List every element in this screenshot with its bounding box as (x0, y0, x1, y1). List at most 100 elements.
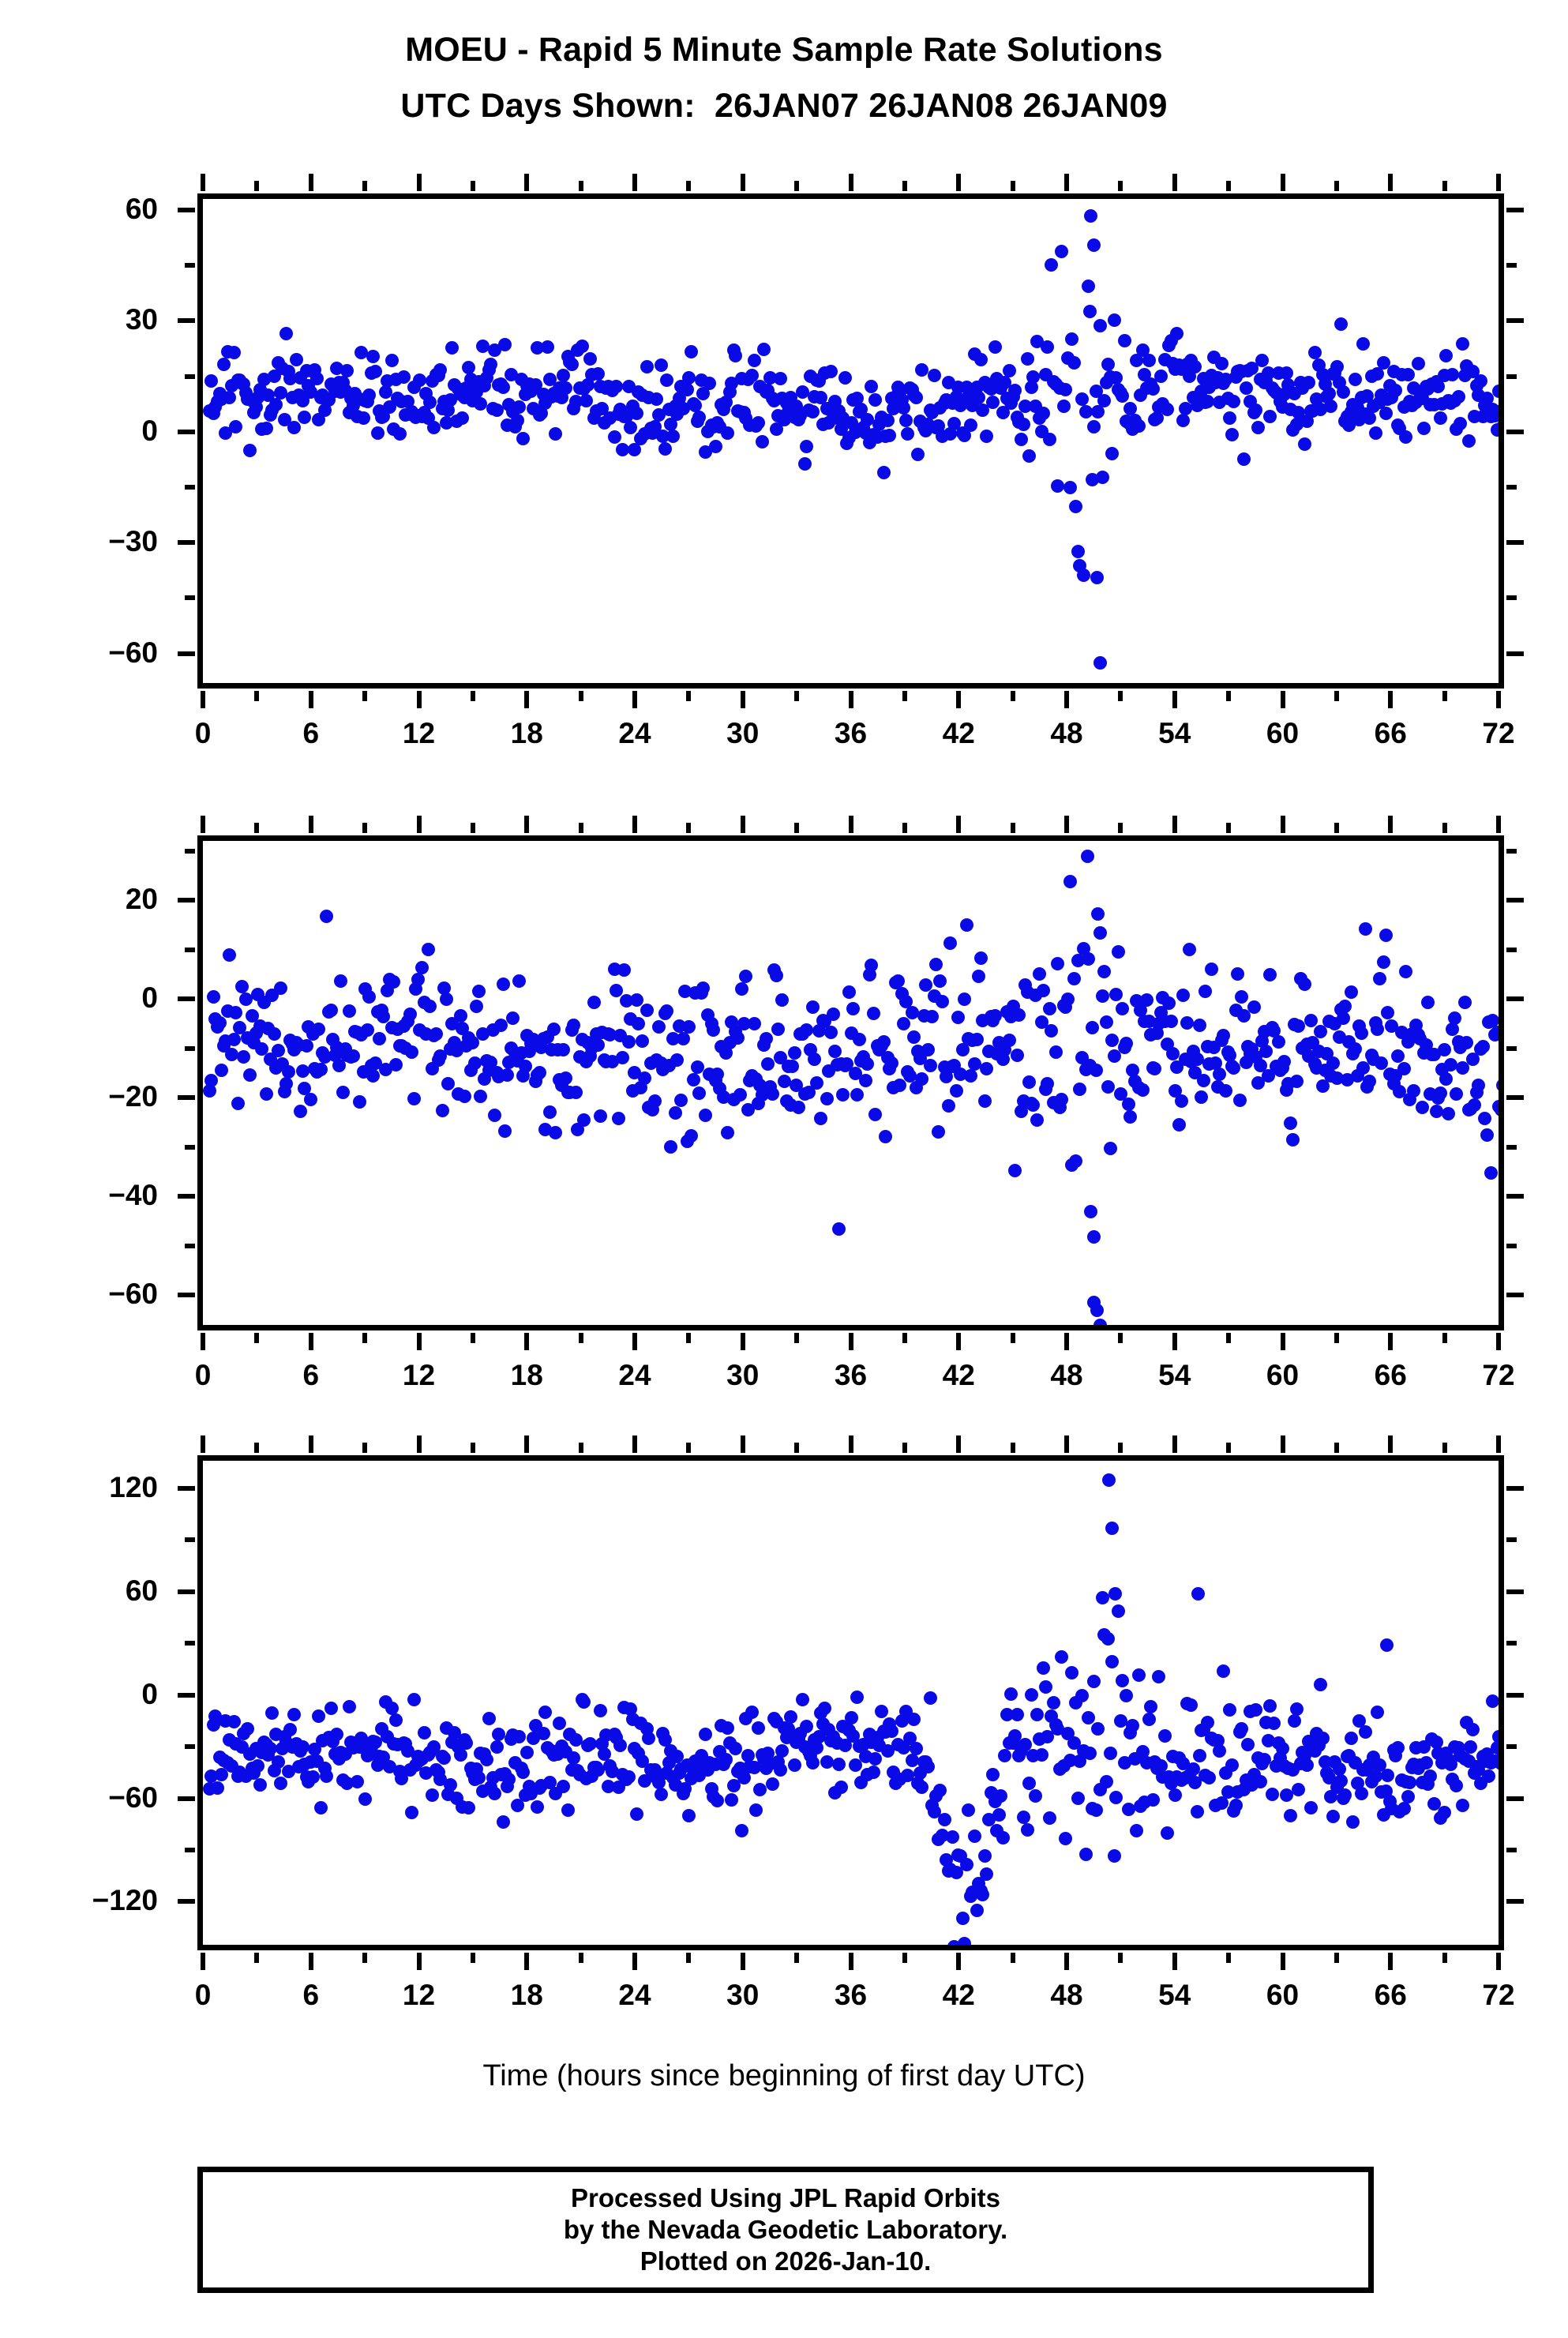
data-point (791, 1100, 805, 1114)
x-tick-major-north (308, 1333, 313, 1350)
x-tick-top-east (1118, 181, 1123, 191)
data-point (632, 1017, 646, 1031)
data-point (787, 1758, 801, 1773)
x-tick-top-up (632, 1435, 637, 1453)
data-point (1125, 1064, 1139, 1078)
data-point (1087, 419, 1101, 433)
x-tick-top-up (524, 1435, 530, 1453)
data-point (1081, 280, 1095, 294)
data-point (490, 1739, 504, 1754)
y-tick-minor-north (185, 1144, 195, 1150)
x-tick-label-up: 36 (834, 1979, 868, 2011)
y-tick-minor-up (1506, 1744, 1517, 1750)
data-point (1120, 1688, 1134, 1702)
data-point (1130, 353, 1144, 367)
data-point (1480, 391, 1494, 405)
data-point (1433, 1086, 1447, 1100)
x-tick-top-east (1280, 174, 1285, 191)
x-tick-label-east: 6 (302, 717, 320, 749)
data-point (496, 977, 510, 991)
data-point (897, 401, 911, 415)
data-point (1030, 1707, 1045, 1721)
data-point (1354, 1787, 1368, 1801)
x-tick-major-east (632, 691, 637, 708)
data-point (963, 1068, 977, 1083)
data-point (1465, 1723, 1480, 1737)
data-point (923, 1691, 937, 1705)
data-point (624, 1702, 638, 1716)
data-point (401, 394, 415, 408)
data-point (429, 1027, 443, 1041)
data-point (1225, 427, 1239, 441)
x-tick-minor-up (1442, 1953, 1447, 1963)
x-tick-label-east: 42 (942, 717, 975, 749)
data-point (500, 1068, 514, 1083)
data-point (1271, 1035, 1285, 1049)
y-tick-label-east: 30 (125, 303, 158, 336)
x-tick-top-north (1172, 816, 1177, 833)
data-point (433, 362, 448, 377)
x-tick-minor-north (1118, 1333, 1123, 1343)
data-point (773, 1763, 787, 1777)
x-tick-label-north: 12 (402, 1359, 436, 1391)
data-point (846, 1728, 861, 1743)
data-point (1002, 364, 1016, 378)
x-tick-major-north (848, 1333, 853, 1350)
data-point (216, 357, 231, 371)
x-tick-label-east: 72 (1482, 717, 1515, 749)
data-point (1253, 1059, 1267, 1073)
data-point (1083, 1746, 1097, 1760)
x-tick-major-up (956, 1953, 962, 1970)
data-point (747, 353, 761, 367)
x-tick-label-up: 72 (1482, 1979, 1515, 2011)
x-tick-label-up: 24 (618, 1979, 651, 2011)
data-point (1460, 1035, 1474, 1049)
data-point (902, 1069, 917, 1083)
data-point (921, 1760, 936, 1774)
data-point (1447, 1011, 1461, 1025)
x-tick-label-east: 66 (1374, 717, 1407, 749)
data-point (771, 1022, 786, 1036)
x-tick-top-up (956, 1435, 962, 1453)
y-tick-major-right-up (1506, 1589, 1524, 1594)
data-point-outlier (1090, 571, 1105, 585)
data-point (998, 1748, 1012, 1762)
data-point (1188, 359, 1202, 373)
x-tick-top-up (1064, 1435, 1069, 1453)
x-tick-major-east (1172, 691, 1177, 708)
data-point (688, 399, 703, 413)
data-point (733, 1087, 747, 1101)
data-point (237, 1049, 251, 1064)
data-point (245, 1008, 259, 1023)
x-tick-top-north (578, 823, 583, 833)
data-point (1486, 1694, 1499, 1708)
data-point (1051, 1721, 1065, 1736)
data-point (419, 1766, 433, 1781)
data-point (388, 1713, 403, 1727)
data-point (1368, 426, 1382, 441)
data-point (269, 397, 283, 411)
data-point (587, 996, 601, 1010)
data-point (761, 1057, 775, 1071)
data-point (1332, 1762, 1346, 1777)
x-tick-top-up (1334, 1443, 1339, 1453)
x-tick-major-up (848, 1953, 853, 1970)
data-point (1060, 992, 1075, 1006)
data-point (1135, 1083, 1150, 1098)
data-point (1227, 1061, 1241, 1075)
data-point (227, 345, 241, 359)
x-tick-label-up: 18 (510, 1979, 543, 2011)
x-tick-top-up (1442, 1443, 1447, 1453)
y-tick-minor-east (1506, 263, 1517, 268)
data-point (980, 430, 994, 444)
x-tick-top-east (902, 181, 907, 191)
data-point (1037, 1661, 1051, 1676)
data-point (1093, 318, 1107, 332)
data-point (1195, 1090, 1209, 1104)
data-point (1494, 404, 1499, 418)
x-tick-top-east (1334, 181, 1339, 191)
data-point (1397, 1802, 1411, 1816)
data-point (1401, 1790, 1415, 1804)
data-point (1249, 403, 1263, 417)
y-tick-minor-east (1506, 373, 1517, 379)
